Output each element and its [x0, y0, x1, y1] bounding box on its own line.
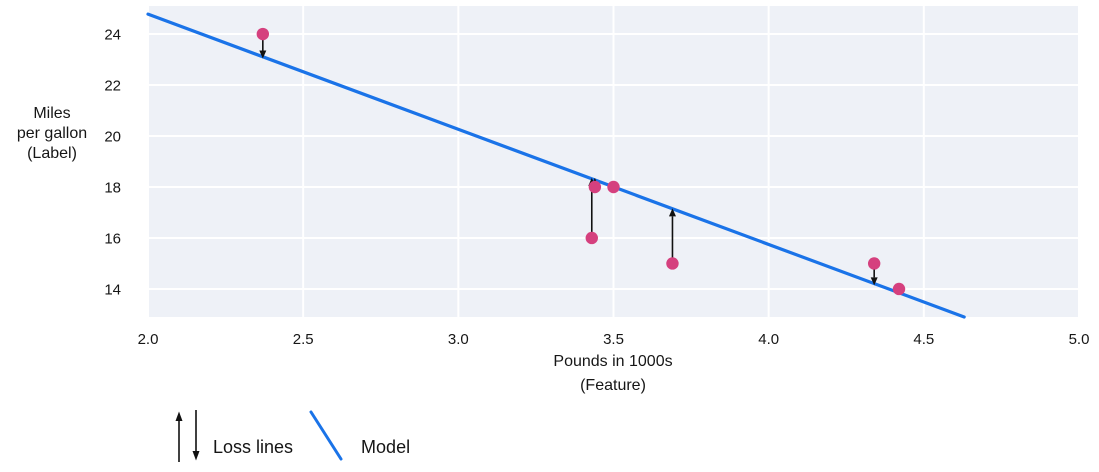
- x-tick-label: 5.0: [1069, 331, 1090, 348]
- y-axis-title-line: Miles: [33, 105, 70, 122]
- y-tick-label: 16: [104, 230, 121, 247]
- loss-lines-icon: [175, 410, 200, 462]
- y-axis-title-line: per gallon: [17, 125, 87, 142]
- data-point: [892, 282, 906, 296]
- x-tick-label: 4.0: [758, 331, 779, 348]
- x-tick-label: 4.5: [913, 331, 934, 348]
- y-tick-label: 14: [104, 281, 121, 298]
- x-tick-label: 3.0: [448, 331, 469, 348]
- y-tick-label: 20: [104, 129, 121, 146]
- legend-label-model: Model: [361, 437, 411, 457]
- x-tick-label: 3.5: [603, 331, 624, 348]
- data-point: [666, 257, 679, 270]
- chart-legend: Loss lines Model: [167, 407, 410, 463]
- data-point: [607, 180, 620, 194]
- scatter-plot: 2.0 2.5 3.0 3.5 4.0 4.5 5.0 14 16 18 20 22 24 Miles pe…: [17, 6, 1090, 394]
- loss-arrowhead: [259, 50, 267, 59]
- y-tick-label: 18: [104, 179, 121, 196]
- legend-label-loss-lines: Loss lines: [213, 437, 294, 457]
- loss-arrowhead: [870, 277, 878, 286]
- data-point: [588, 180, 602, 194]
- y-tick-label: 22: [104, 78, 121, 95]
- x-tick-label: 2.5: [293, 331, 314, 348]
- y-tick-label: 24: [104, 27, 121, 44]
- x-axis-title-line: (Feature): [580, 377, 646, 394]
- data-point: [585, 231, 598, 245]
- x-axis-title-line: Pounds in 1000s: [553, 353, 672, 370]
- model-line-icon: [309, 410, 343, 461]
- data-point: [867, 257, 881, 270]
- y-axis-title-line: (Label): [27, 145, 77, 162]
- loss-arrowhead: [668, 208, 676, 217]
- data-point: [256, 27, 270, 41]
- model-line: [146, 12, 966, 319]
- x-tick-label: 2.0: [138, 331, 159, 348]
